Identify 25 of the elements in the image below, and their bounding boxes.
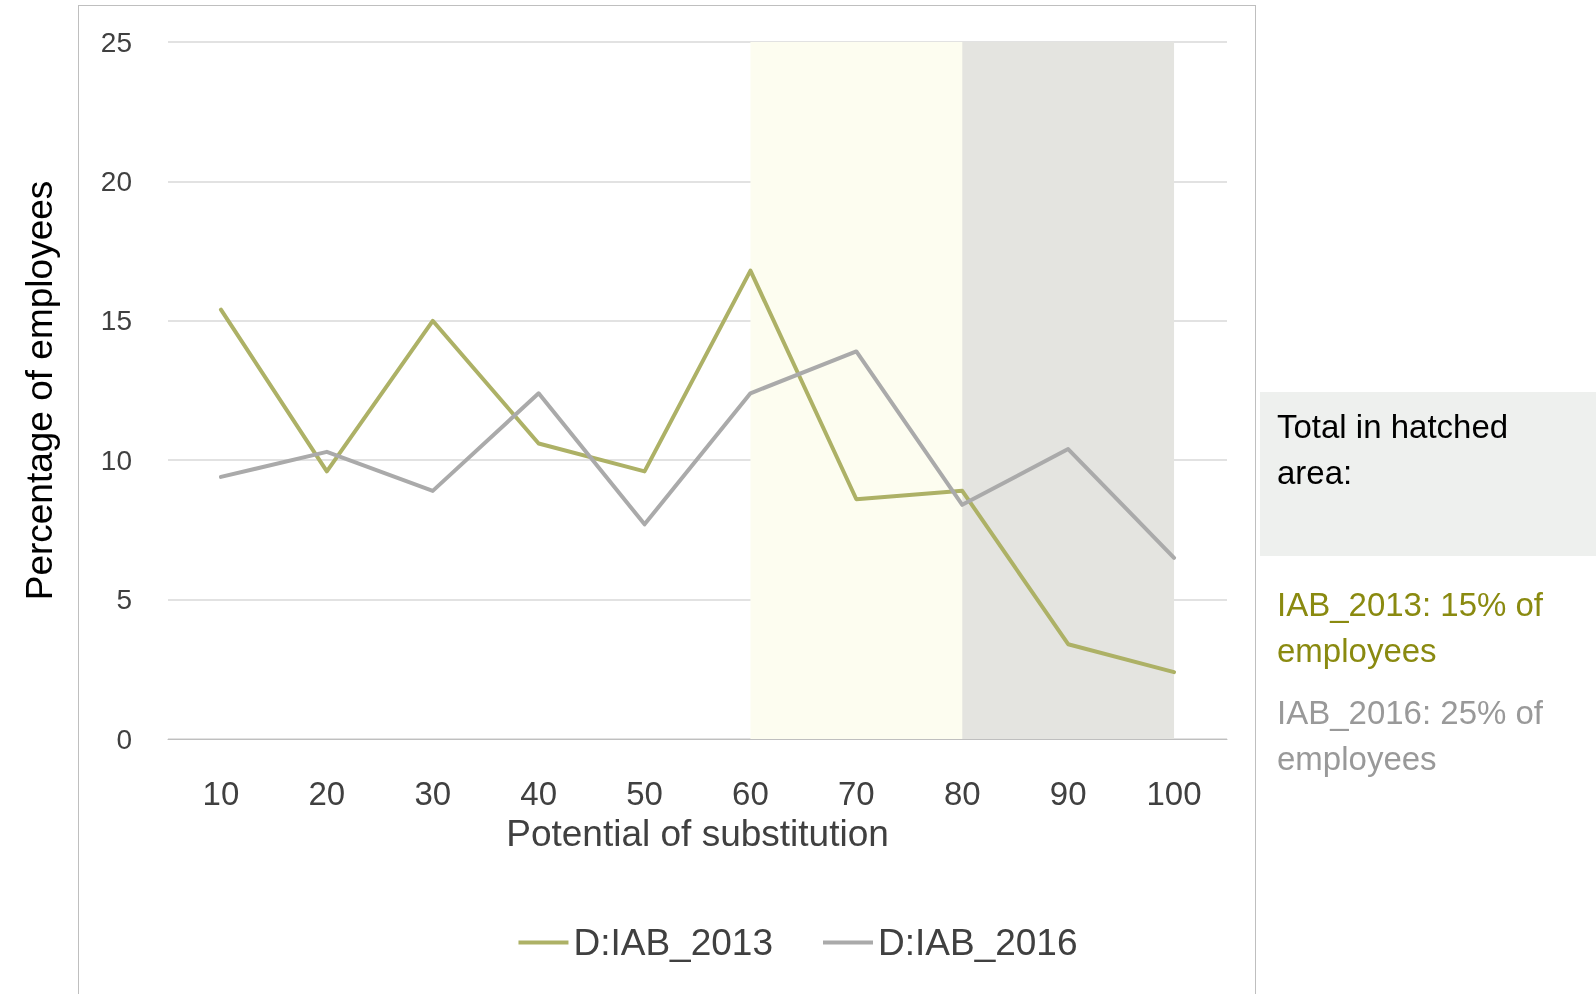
x-tick-label: 90: [1049, 775, 1087, 812]
legend-label: D:IAB_2016: [878, 922, 1078, 963]
text: IAB_2016: 25% of employees: [1276, 693, 1545, 779]
text: Total in hatched area:: [1260, 392, 1596, 556]
y-tick-label: 25: [100, 26, 132, 58]
x-tick-label: 30: [414, 775, 452, 812]
y-tick-label: 15: [100, 305, 132, 337]
x-tick-label: 100: [1146, 775, 1202, 812]
text: IAB_2013: 15% of employees: [1276, 585, 1545, 671]
y-tick-label: 20: [100, 165, 132, 197]
x-tick-label: 70: [837, 775, 875, 812]
x-tick-label: 80: [943, 775, 981, 812]
y-tick-label: 5: [116, 584, 132, 616]
line-series: [218, 268, 1177, 675]
legend-label: D:IAB_2013: [573, 922, 774, 963]
x-tick-label: 60: [732, 775, 769, 812]
x-tick-label: 40: [520, 775, 558, 812]
line-series: [218, 349, 1177, 560]
y-tick-label: 0: [116, 723, 132, 755]
y-tick-label: 10: [100, 444, 132, 476]
x-tick-label: 10: [202, 775, 240, 812]
x-tick-label: 20: [308, 775, 346, 812]
x-tick-label: 50: [626, 775, 663, 812]
y-axis-title: Percentage of employees: [19, 180, 60, 601]
x-axis-title: Potential of substitution: [506, 812, 889, 854]
